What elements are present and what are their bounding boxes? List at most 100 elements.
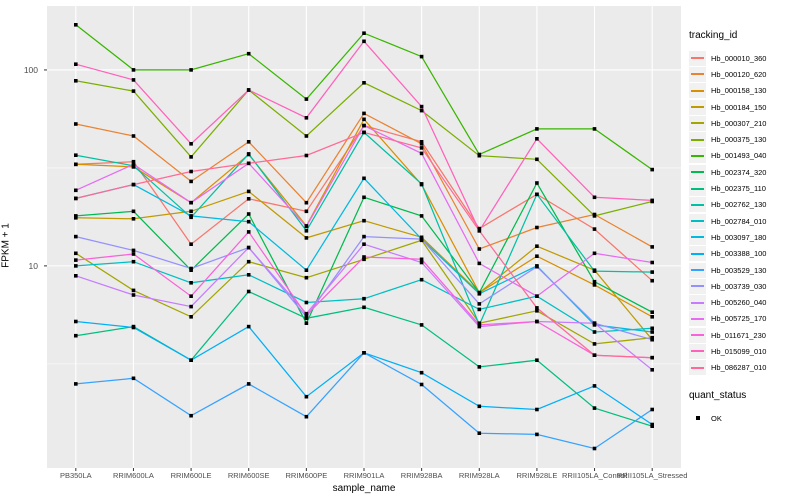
legend-key-swatch xyxy=(689,262,706,278)
legend-item-label: Hb_003097_180 xyxy=(711,232,767,242)
data-point xyxy=(74,214,78,218)
y-tick-label: 10 xyxy=(28,260,38,271)
legend-item-Hb_011671_230: Hb_011671_230 xyxy=(689,327,800,343)
x-tick-label: RRII105LA_Control xyxy=(562,471,628,480)
data-point xyxy=(189,358,193,362)
data-point xyxy=(304,134,309,138)
data-point xyxy=(304,116,309,120)
data-point xyxy=(189,155,193,159)
data-point xyxy=(419,214,424,218)
legend-key-swatch xyxy=(689,278,706,294)
legend-item-label: Hb_003529_130 xyxy=(711,265,767,275)
data-point xyxy=(74,62,78,66)
data-point xyxy=(362,123,366,128)
data-point xyxy=(304,153,309,158)
data-point xyxy=(362,218,366,223)
data-point xyxy=(189,142,193,146)
legend-key-line-icon xyxy=(691,269,704,271)
data-point xyxy=(592,342,597,346)
data-point xyxy=(246,219,251,224)
data-point xyxy=(419,370,424,375)
data-point xyxy=(419,382,424,387)
legend-item-Hb_002375_110: Hb_002375_110 xyxy=(689,180,800,197)
legend-item-Hb_002374_320: Hb_002374_320 xyxy=(689,164,800,180)
x-tick-label: RRIM600LA xyxy=(113,471,154,480)
legend-key-swatch xyxy=(689,311,706,327)
legend-item-Hb_000120_620: Hb_000120_620 xyxy=(689,66,800,82)
data-point xyxy=(189,209,193,214)
data-point xyxy=(419,257,424,262)
data-point xyxy=(592,283,597,287)
legend-key-swatch xyxy=(689,66,706,82)
legend-item-Hb_003529_130: Hb_003529_130 xyxy=(689,262,800,278)
legend-key-swatch xyxy=(689,99,706,115)
legend-item-label: Hb_001493_040 xyxy=(711,151,767,161)
data-point xyxy=(650,422,654,427)
data-point xyxy=(304,200,309,205)
legend-key-swatch xyxy=(689,148,706,164)
legend-key-swatch xyxy=(689,410,706,426)
data-point xyxy=(419,140,424,144)
legend-item-label: Hb_011671_230 xyxy=(711,330,766,340)
legend-key-line-icon xyxy=(691,203,704,206)
legend-key-swatch xyxy=(689,295,706,311)
data-point xyxy=(477,323,482,327)
data-point xyxy=(304,394,309,399)
legend-item-Hb_000375_130: Hb_000375_130 xyxy=(689,131,800,148)
data-point xyxy=(592,446,597,451)
data-point xyxy=(650,278,654,283)
legend-item-label: OK xyxy=(711,413,722,423)
legend-key-line-icon xyxy=(691,73,704,76)
data-point xyxy=(131,182,136,187)
data-point xyxy=(131,288,136,293)
data-point xyxy=(131,209,136,214)
data-point xyxy=(131,325,136,330)
legend-item-quant-OK: OK xyxy=(689,410,800,426)
x-tick-label: RRIM600PE xyxy=(285,471,328,480)
legend-key-line-icon xyxy=(691,366,704,369)
data-point xyxy=(650,198,654,203)
data-point xyxy=(650,355,654,360)
legend-item-Hb_003388_100: Hb_003388_100 xyxy=(689,246,800,262)
data-point xyxy=(419,108,424,113)
data-point xyxy=(74,153,78,157)
data-point xyxy=(246,230,251,234)
legend-item-Hb_003097_180: Hb_003097_180 xyxy=(689,229,800,245)
data-point xyxy=(477,302,482,306)
data-point xyxy=(592,214,597,218)
data-point xyxy=(362,195,366,200)
data-point xyxy=(535,127,539,131)
legend-key-line-icon xyxy=(691,154,704,157)
data-point xyxy=(650,368,654,372)
legend-key-swatch xyxy=(689,343,706,359)
data-point xyxy=(535,225,539,230)
data-point xyxy=(592,406,597,410)
y-tick-label: 100 xyxy=(23,64,38,75)
data-point xyxy=(650,337,654,342)
data-point xyxy=(362,176,366,181)
data-point xyxy=(131,89,136,93)
data-point xyxy=(650,335,654,340)
data-point xyxy=(246,382,251,386)
data-point xyxy=(535,407,539,412)
data-point xyxy=(362,117,366,122)
data-point xyxy=(74,79,78,83)
data-point xyxy=(189,281,193,285)
data-point xyxy=(74,234,78,239)
legend-item-Hb_003739_030: Hb_003739_030 xyxy=(689,278,800,294)
x-tick-label: RRII105LA_Stressed xyxy=(616,471,688,480)
x-tick-label: PB350LA xyxy=(59,471,92,480)
data-point xyxy=(477,247,482,251)
legend-item-label: Hb_002762_130 xyxy=(711,200,767,210)
legend-item-label: Hb_000010_360 xyxy=(711,53,767,63)
legend-item-Hb_000307_210: Hb_000307_210 xyxy=(689,115,800,131)
legend-item-label: Hb_000158_130 xyxy=(711,86,767,96)
data-point xyxy=(592,127,597,131)
data-point xyxy=(246,273,251,277)
data-point xyxy=(189,242,193,246)
data-point xyxy=(419,142,424,146)
data-point xyxy=(246,324,251,329)
data-point xyxy=(246,197,251,201)
legend-key-line-icon xyxy=(691,138,704,141)
